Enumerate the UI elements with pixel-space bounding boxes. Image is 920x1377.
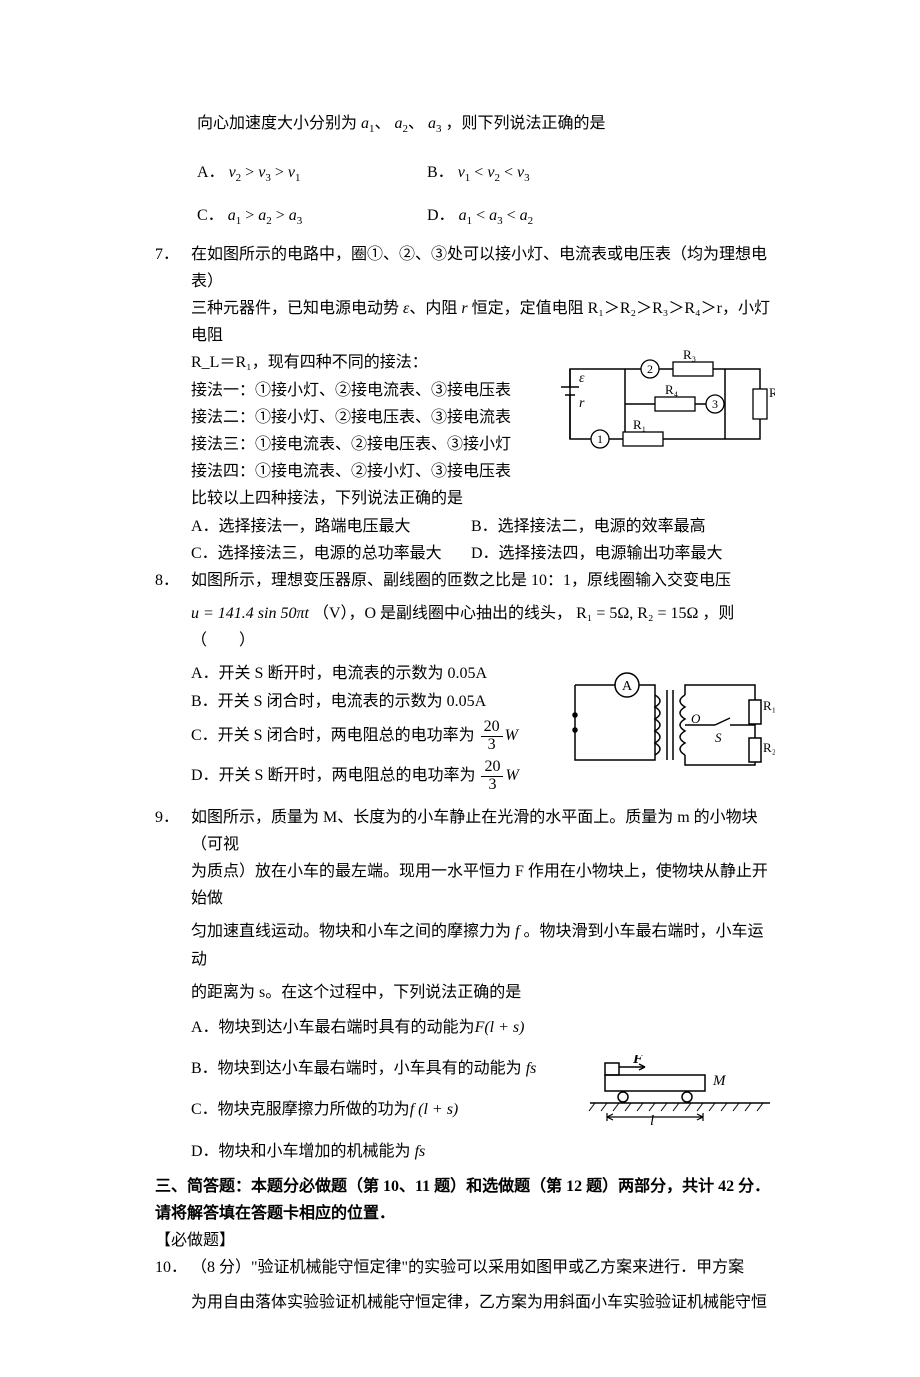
q6-tail: ，则下列说法正确的是 [446, 115, 606, 132]
q7-line2: 三种元器件，已知电源电动势 ε、内阻 r 恒定，定值电阻 R₁＞R₂＞R₃＞R₄… [191, 295, 775, 349]
q9-cart-diagram: F M l [585, 1055, 775, 1134]
svg-text:2: 2 [647, 362, 653, 376]
q7-num: 7． [155, 241, 191, 567]
q7-optC: C．选择接法三，电源的总功率最大 [191, 540, 471, 567]
q7-cmp: 比较以上四种接法，下列说法正确的是 [191, 485, 775, 512]
section3-head: 三、简答题：本题分必做题（第 10、11 题）和选做题（第 12 题）两部分，共… [155, 1173, 775, 1227]
svg-text:O: O [691, 711, 701, 726]
svg-text:A: A [622, 679, 633, 694]
q8-line1: 如图所示，理想变压器原、副线圈的匝数之比是 10：1，原线圈输入交变电压 [191, 567, 775, 594]
svg-text:R₂: R₂ [763, 740, 775, 755]
q8-num: 8． [155, 567, 191, 800]
q10-line2: 为用自由落体实验验证机械能守恒定律，乙方案为用斜面小车实验验证机械能守恒 [191, 1289, 775, 1316]
q9-line1: 如图所示，质量为 M、长度为的小车静止在光滑的水平面上。质量为 m 的小物块（可… [191, 804, 775, 858]
q6-opt-row2: C． a1 > a2 > a3 D． a1 < a3 < a2 [197, 202, 775, 231]
q7: 7． 在如图所示的电路中，圈①、②、③处可以接小灯、电流表或电压表（均为理想电表… [155, 241, 775, 567]
svg-text:S: S [715, 730, 722, 745]
q10-num: 10． [155, 1254, 191, 1316]
svg-text:R₃: R₃ [683, 349, 696, 362]
svg-text:R₄: R₄ [665, 382, 679, 397]
q9-line3: 匀加速直线运动。物块和小车之间的摩擦力为 f 。物块滑到小车最右端时，小车运动 [191, 918, 775, 972]
q7-optA: A．选择接法一，路端电压最大 [191, 513, 471, 540]
svg-text:l: l [650, 1113, 654, 1125]
svg-text:R₁: R₁ [633, 417, 646, 432]
q9-num: 9． [155, 804, 191, 1165]
svg-text:1: 1 [597, 432, 603, 446]
svg-text:M: M [712, 1073, 727, 1089]
q9-line4: 的距离为 s。在这个过程中，下列说法正确的是 [191, 979, 775, 1006]
q6-stem: 向心加速度大小分别为 a1、 a2、 a3 ，则下列说法正确的是 [197, 110, 775, 139]
q7-line1: 在如图所示的电路中，圈①、②、③处可以接小灯、电流表或电压表（均为理想电表） [191, 241, 775, 295]
svg-text:F: F [632, 1055, 643, 1067]
q9-optD: D．物块和小车增加的机械能为 fs [191, 1138, 775, 1165]
q8-line2: u = 141.4 sin 50πt （V），O 是副线圈中心抽出的线头， R₁… [191, 600, 775, 654]
q9-line2: 为质点）放在小车的最左端。现用一水平恒力 F 作用在小物块上，使物块从静止开始做 [191, 858, 775, 912]
q7-optB: B．选择接法二，电源的效率最高 [471, 513, 751, 540]
q8: 8． 如图所示，理想变压器原、副线圈的匝数之比是 10：1，原线圈输入交变电压 … [155, 567, 775, 800]
q7-circuit-diagram: ε r 2 R₃ R₄ 3 [555, 349, 775, 468]
q10-line1: "验证机械能守恒定律"的实验可以采用如图甲或乙方案来进行．甲方案 [251, 1259, 744, 1276]
svg-text:3: 3 [712, 397, 718, 411]
svg-text:ε: ε [579, 371, 585, 386]
q8-transformer-diagram: A O S R₁ R₂ [555, 660, 775, 799]
svg-text:R₁: R₁ [763, 698, 775, 713]
q7-optD: D．选择接法四，电源输出功率最大 [471, 540, 751, 567]
q9-optA: A．物块到达小车最右端时具有的动能为F(l + s) [191, 1014, 775, 1041]
q6-lead: 向心加速度大小分别为 [197, 115, 357, 132]
svg-text:r: r [579, 396, 585, 411]
svg-text:R₂: R₂ [769, 385, 775, 400]
q6-opt-row1: A． v2 > v3 > v1 B． v1 < v2 < v3 [197, 159, 775, 188]
q9: 9． 如图所示，质量为 M、长度为的小车静止在光滑的水平面上。质量为 m 的小物… [155, 804, 775, 1165]
required-label: 【必做题】 [155, 1227, 775, 1254]
q10: 10． （8 分）"验证机械能守恒定律"的实验可以采用如图甲或乙方案来进行．甲方… [155, 1254, 775, 1316]
